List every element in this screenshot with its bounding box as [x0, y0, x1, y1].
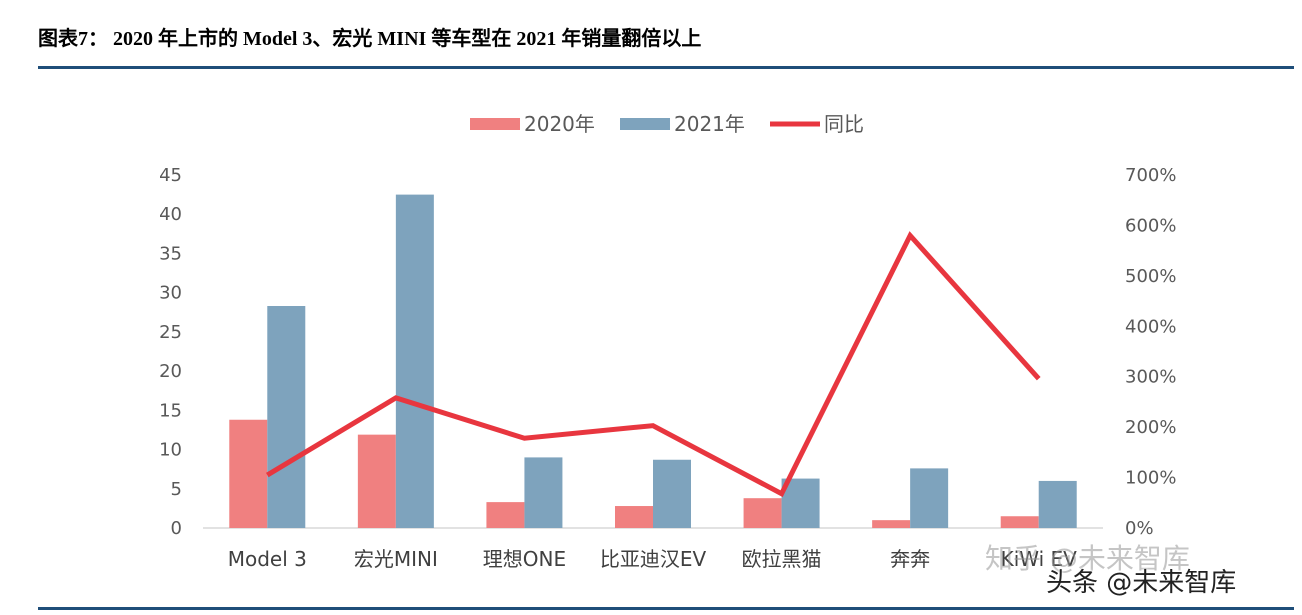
category-label: Model 3 — [228, 547, 307, 571]
category-labels: Model 3 宏光MINI 理想ONE 比亚迪汉EV 欧拉黑猫 奔奔 KiWi EV — [228, 547, 1077, 571]
category-label: 宏光MINI — [354, 547, 438, 571]
bar-2021 — [653, 459, 691, 528]
bottom-divider — [38, 607, 1294, 610]
legend-label: 2021年 — [674, 112, 745, 136]
left-tick-label: 5 — [171, 479, 182, 500]
right-axis: 0% 100% 200% 300% 400% 500% 600% 700% — [1125, 165, 1176, 539]
right-tick-label: 600% — [1125, 215, 1176, 236]
legend-swatch — [470, 118, 520, 130]
bar-2020 — [229, 419, 268, 528]
legend-label: 同比 — [824, 112, 864, 136]
left-tick-label: 15 — [159, 400, 182, 421]
right-tick-label: 400% — [1125, 316, 1176, 337]
category-label: KiWi EV — [1001, 547, 1078, 571]
right-tick-label: 300% — [1125, 367, 1176, 388]
legend-label: 2020年 — [524, 112, 595, 136]
watermark-toutiao: 头条 @未来智库 — [1046, 568, 1237, 598]
right-tick-label: 100% — [1125, 468, 1176, 489]
bar-2020 — [1000, 516, 1039, 528]
category-label: 欧拉黑猫 — [742, 547, 822, 571]
right-tick-label: 500% — [1125, 266, 1176, 287]
right-tick-label: 700% — [1125, 165, 1176, 186]
right-tick-label: 0% — [1125, 518, 1154, 539]
left-axis: 0 5 10 15 20 25 30 35 40 45 — [159, 165, 182, 539]
left-tick-label: 35 — [159, 243, 182, 264]
category-label: 理想ONE — [483, 547, 566, 571]
bars — [229, 194, 1077, 528]
left-tick-label: 40 — [159, 204, 182, 225]
left-tick-label: 0 — [171, 518, 182, 539]
left-tick-label: 10 — [159, 440, 182, 461]
bar-2021 — [524, 457, 563, 528]
right-tick-label: 200% — [1125, 417, 1176, 438]
legend-swatch — [620, 118, 670, 130]
left-tick-label: 25 — [159, 322, 182, 343]
bar-2020 — [486, 502, 525, 528]
watermark-zhihu: 知乎 @未来智库 — [985, 542, 1190, 575]
bar-2020 — [872, 520, 911, 528]
legend: 2020年 2021年 同比 — [470, 112, 864, 136]
category-label: 比亚迪汉EV — [600, 547, 707, 571]
yoy-line — [265, 231, 1041, 498]
left-tick-label: 45 — [159, 165, 182, 186]
bar-2020 — [357, 434, 396, 528]
bar-2021 — [267, 306, 306, 528]
chart-title: 图表7： 2020 年上市的 Model 3、宏光 MINI 等车型在 2021… — [38, 28, 702, 50]
bar-2021 — [910, 468, 949, 528]
left-tick-label: 30 — [159, 283, 182, 304]
bar-2021 — [395, 194, 434, 528]
bar-2020 — [743, 498, 782, 528]
bar-2021 — [781, 478, 820, 528]
title-divider — [38, 66, 1294, 69]
bar-2021 — [1038, 480, 1077, 528]
category-label: 奔奔 — [890, 547, 930, 571]
left-tick-label: 20 — [159, 361, 182, 382]
bar-2020 — [615, 506, 653, 528]
